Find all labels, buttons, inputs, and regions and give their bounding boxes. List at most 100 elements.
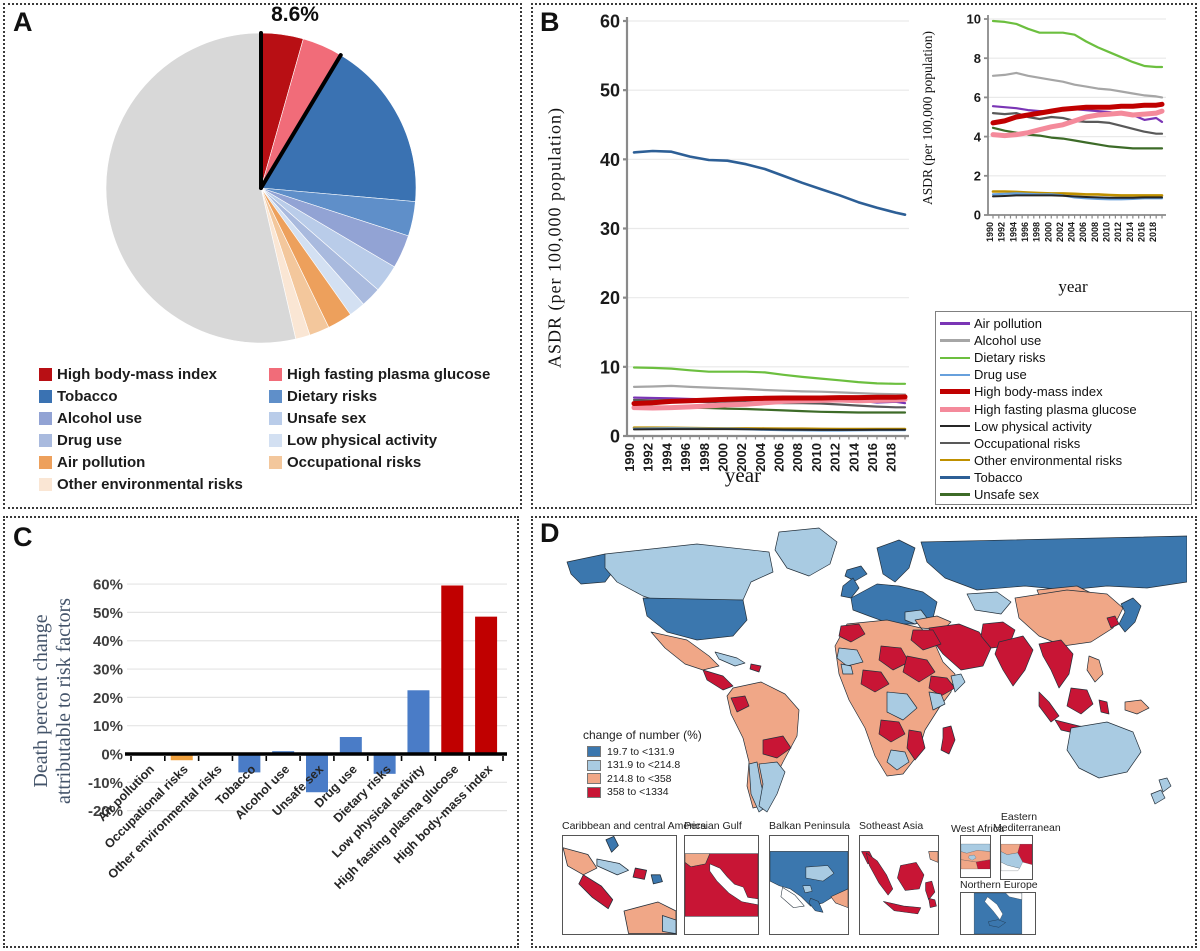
y-tick-label: 10: [600, 357, 620, 377]
pie-legend-label: Tobacco: [57, 387, 118, 405]
bar-y-tick-label: -10%: [88, 775, 123, 792]
line-legend-swatch: [940, 459, 970, 462]
inset-x-axis-label: year: [1058, 277, 1088, 296]
x-tick-label: 1998: [697, 443, 712, 472]
map-legend-label: 131.9 to <214.8: [607, 759, 681, 772]
pie-legend-label: Dietary risks: [287, 387, 378, 405]
x-tick-label: 2012: [828, 443, 843, 472]
series-low-physical-activity: [633, 428, 906, 431]
bar-y-tick-label: 40%: [93, 633, 123, 650]
line-legend-item: Tobacco: [940, 469, 1191, 486]
pie-legend-swatch: [269, 411, 282, 425]
pie-legend-item: Air pollution: [39, 451, 269, 473]
inset-label-northern-europe: Northern Europe: [960, 879, 1038, 891]
line-legend-swatch: [940, 389, 970, 395]
bar-y-tick-label: 0%: [101, 747, 123, 764]
x-tick-label: 1996: [678, 443, 693, 472]
pie-legend-swatch: [39, 411, 52, 425]
y-tick-label: 60: [600, 11, 620, 31]
bar-y-axis-label-line2: attributable to risk factors: [53, 597, 75, 805]
line-legend-item: Occupational risks: [940, 435, 1191, 452]
x-tick-label: 1994: [1008, 222, 1018, 242]
y-tick-label: 50: [600, 81, 620, 101]
series-other-environmental-risks: [991, 190, 1164, 197]
pie-slices: [105, 32, 417, 344]
line-legend-swatch: [940, 476, 970, 479]
pie-legend-label: Unsafe sex: [287, 409, 367, 427]
bar-occupational-risks: [170, 754, 193, 761]
x-tick-label: 1996: [1020, 222, 1030, 242]
pie-legend-item: High fasting plasma glucose: [269, 363, 499, 385]
map-legend-item: 19.7 to <131.9: [583, 745, 702, 759]
bar-y-tick-label: 50%: [93, 605, 123, 622]
line-legend-item: Unsafe sex: [940, 486, 1191, 503]
pie-legend-item: Alcohol use: [39, 407, 269, 429]
map-legend-label: 214.8 to <358: [607, 772, 672, 785]
y-tick-label: 8: [974, 51, 981, 66]
line-legend-label: Low physical activity: [974, 418, 1092, 434]
pie-legend-swatch: [269, 389, 282, 403]
pie-legend-swatch: [269, 367, 282, 381]
bar-y-tick-label: 30%: [93, 662, 123, 679]
panel-a-letter: A: [13, 7, 33, 37]
map-legend-swatch: [587, 786, 601, 798]
y-tick-label: 10: [967, 12, 981, 27]
pie-legend-col-left: High body-mass index Tobacco Alcohol use Dr…: [39, 363, 269, 495]
x-tick-label: 1992: [997, 222, 1007, 242]
line-legend-swatch: [940, 424, 970, 428]
bar-y-tick-label: 60%: [93, 577, 123, 594]
pie-legend-label: Air pollution: [57, 453, 146, 471]
panel-b-letter: B: [540, 7, 560, 37]
inset-label-sotheast-asia: Sotheast Asia: [859, 820, 924, 832]
pie-callout-8.6pct: 8.6%: [271, 3, 319, 26]
line-legend-swatch: [940, 493, 970, 496]
pie-legend-label: High fasting plasma glucose: [287, 365, 491, 383]
pie-legend: High body-mass index Tobacco Alcohol use Dr…: [39, 363, 509, 495]
pie-legend-swatch: [39, 433, 52, 447]
world-choropleth-map: [566, 527, 1187, 813]
map-legend-swatch: [587, 773, 601, 785]
line-legend-swatch: [940, 322, 970, 325]
bar-unsafe-sex: [306, 754, 328, 793]
series-dietary-risks: [632, 366, 907, 385]
line-chart-legend: Air pollution Alcohol use Dietary risks Dru…: [935, 311, 1192, 505]
pie-legend-item: High body-mass index: [39, 363, 269, 385]
pie-legend-item: Unsafe sex: [269, 407, 499, 429]
main-y-axis-label: ASDR (per 100,000 population): [544, 107, 565, 368]
x-tick-label: 2002: [1055, 222, 1065, 242]
y-tick-label: 6: [974, 90, 981, 105]
series-tobacco: [632, 149, 907, 216]
map-legend-label: 19.7 to <131.9: [607, 745, 675, 758]
y-tick-label: 40: [600, 150, 620, 170]
pie-slice: [105, 32, 297, 344]
y-tick-label: 20: [600, 288, 620, 308]
series-dietary-risks: [991, 19, 1164, 69]
line-legend-item: High fasting plasma glucose: [940, 400, 1191, 417]
line-legend-item: Air pollution: [940, 315, 1191, 332]
line-legend-label: High body-mass index: [974, 384, 1103, 400]
line-legend-label: Other environmental risks: [974, 452, 1123, 468]
bar-high-fasting-plasma-glucose: [441, 585, 464, 754]
line-legend-swatch: [940, 442, 970, 445]
line-legend-item: Dietary risks: [940, 349, 1191, 366]
series-unsafe-sex: [991, 126, 1164, 150]
x-tick-label: 2002: [734, 443, 749, 472]
line-legend-item: Drug use: [940, 366, 1191, 383]
panel-a-pie: A 8.6% High body-mass index Tobacco Alcoho…: [3, 3, 522, 509]
inset-label-eastern-mediterranean: Eastern Mediterranean: [993, 811, 1061, 835]
y-tick-label: 30: [600, 219, 620, 239]
x-tick-label: 2016: [865, 443, 880, 472]
pie-legend-label: Drug use: [57, 431, 123, 449]
x-tick-label: 2006: [1078, 222, 1088, 242]
inset-map-caribbean: [562, 835, 677, 935]
series-low-physical-activity: [992, 194, 1163, 199]
series-high-fasting-plasma-glucose: [631, 396, 908, 411]
map-legend-swatch: [587, 759, 601, 771]
bar-dietary-risks: [373, 754, 396, 774]
bar-y-axis-label-line1: Death percent change: [30, 614, 52, 788]
inset-y-axis-label: ASDR (per 100,000 population): [920, 31, 935, 205]
panel-c-letter: C: [13, 522, 33, 552]
pie-legend-swatch: [269, 433, 282, 447]
bar-high-body-mass-index: [475, 616, 498, 754]
